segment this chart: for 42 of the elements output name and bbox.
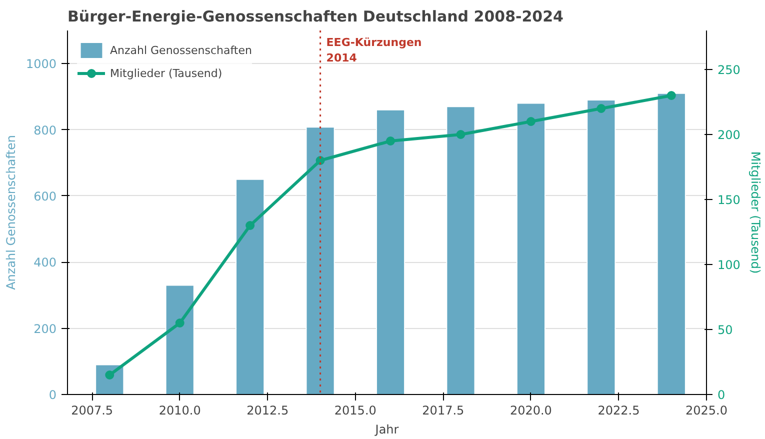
y2-tick-label: 100 bbox=[718, 258, 740, 272]
y2-tick-label: 250 bbox=[718, 63, 740, 77]
x-tick-label: 2012.5 bbox=[246, 404, 289, 418]
y-tick-label: 400 bbox=[34, 256, 56, 270]
bar bbox=[165, 284, 194, 394]
x-tick-label: 2015.0 bbox=[334, 404, 376, 418]
x-tick-label: 2007.5 bbox=[71, 404, 114, 418]
bar bbox=[516, 102, 546, 394]
y-tick-label: 1000 bbox=[26, 57, 57, 72]
point bbox=[175, 318, 184, 328]
y-tick-label: 200 bbox=[34, 322, 56, 336]
y2-tick-label: 0 bbox=[718, 388, 726, 402]
y-tick-label: 600 bbox=[34, 189, 56, 204]
x-tick-label: 2022.5 bbox=[598, 404, 640, 418]
bar bbox=[236, 178, 265, 394]
x-tick-label: 2017.5 bbox=[422, 404, 464, 418]
point bbox=[386, 136, 396, 146]
legend-label: Anzahl Genossenschaften bbox=[110, 44, 252, 56]
point bbox=[596, 104, 606, 113]
y2-tick-label: 50 bbox=[718, 323, 733, 337]
point bbox=[246, 221, 255, 230]
y-axis-title: Anzahl Genossenschaften bbox=[4, 135, 18, 290]
legend-label: Mitglieder (Tausend) bbox=[110, 66, 222, 80]
y2-axis-title: Mitglieder (Tausend) bbox=[748, 151, 762, 274]
ref-line-label: EEG-Kürzungen 2014 bbox=[326, 36, 422, 64]
x-tick-label: 2025.0 bbox=[686, 404, 728, 418]
bar bbox=[656, 92, 686, 394]
y-tick-label: 0 bbox=[48, 388, 57, 402]
point bbox=[456, 130, 466, 139]
y2-tick-label: 200 bbox=[718, 128, 740, 142]
chart-title: Bürger-Energie-Genossenschaften Deutschland 2008-2024 bbox=[68, 8, 564, 26]
bar bbox=[306, 126, 335, 394]
bar bbox=[376, 109, 406, 394]
x-tick-label: 2010.0 bbox=[158, 404, 201, 418]
point bbox=[526, 117, 536, 126]
x-axis-title: Jahr bbox=[374, 422, 399, 436]
bar bbox=[586, 99, 616, 394]
point bbox=[666, 91, 676, 100]
x-tick-label: 2020.0 bbox=[510, 404, 552, 418]
y-tick-label: 800 bbox=[34, 123, 56, 138]
bar bbox=[446, 106, 476, 394]
y2-tick-label: 150 bbox=[718, 193, 740, 207]
